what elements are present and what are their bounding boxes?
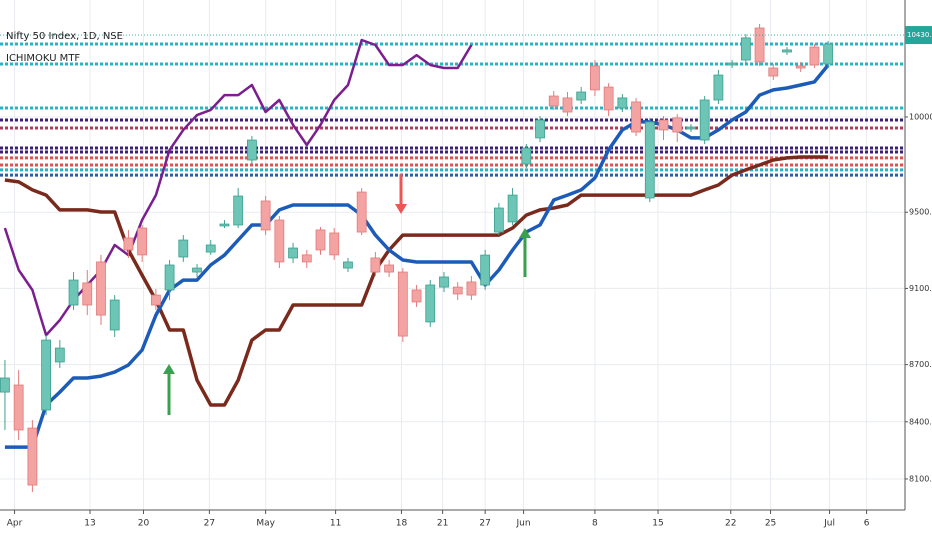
candle-body — [521, 147, 532, 165]
candle-body — [411, 289, 422, 303]
candle-body — [233, 195, 244, 226]
x-tick-label: 20 — [138, 519, 150, 529]
candle-body — [329, 232, 340, 256]
candle-body — [123, 237, 134, 251]
indicator-name: ICHIMOKU MTF — [6, 53, 80, 64]
candle-body — [274, 219, 285, 263]
candle-body — [370, 257, 381, 273]
x-tick-label: 22 — [725, 519, 736, 529]
candle-body — [507, 194, 518, 223]
candle-body — [617, 97, 628, 109]
candle-body — [54, 347, 65, 363]
candle-body — [795, 65, 806, 69]
indicator-line — [4, 63, 830, 449]
candle-body — [740, 37, 751, 61]
candle-body — [562, 97, 573, 113]
last-price-label: 10430.05 — [907, 31, 932, 39]
candle-body — [82, 282, 93, 306]
candle-body — [466, 281, 477, 296]
y-tick-label: 8700.00 — [909, 360, 932, 369]
last-price-badge — [905, 26, 932, 45]
candle-body — [425, 284, 436, 323]
y-tick-label: 9500.00 — [909, 208, 932, 217]
x-tick-label: 18 — [396, 519, 408, 529]
candle-body — [713, 74, 724, 101]
candles — [0, 24, 834, 493]
candle-body — [576, 91, 587, 101]
candle-body — [192, 267, 202, 273]
candle-body — [727, 62, 738, 66]
candle-body — [68, 279, 79, 306]
candle-body — [823, 43, 834, 65]
grid — [0, 0, 905, 510]
candle-body — [768, 67, 779, 77]
candle-body — [137, 227, 148, 256]
candle-body — [699, 99, 710, 141]
candle-body — [150, 294, 161, 306]
candle-body — [247, 139, 257, 161]
x-tick-label: Jul — [823, 519, 835, 529]
candle-body — [686, 126, 696, 130]
x-tick-label: 13 — [84, 519, 95, 529]
x-tick-label: Jun — [516, 519, 531, 529]
candle-body — [178, 239, 189, 258]
candle-body — [13, 384, 24, 431]
candle-body — [782, 49, 792, 53]
y-tick-label: 8100.00 — [909, 474, 932, 483]
x-tick-label: May — [256, 519, 275, 529]
y-tick-label: 8400.00 — [909, 417, 932, 426]
x-tick-label: 11 — [330, 519, 341, 529]
candle-body — [658, 119, 669, 131]
candle-body — [672, 117, 683, 133]
signal-arrows — [163, 174, 531, 415]
candle-body — [315, 229, 326, 251]
candle-body — [301, 254, 312, 263]
candle-body — [288, 247, 298, 259]
candle-body — [452, 286, 463, 295]
y-tick-label: 10000.00 — [909, 112, 932, 121]
candle-body — [631, 101, 641, 133]
x-tick-label: 6 — [864, 519, 870, 529]
x-tick-label: 8 — [592, 519, 598, 529]
candle-body — [480, 254, 491, 286]
candle-body — [41, 339, 52, 411]
candle-body — [0, 377, 10, 393]
sell-arrow-head — [395, 204, 407, 214]
candle-body — [109, 299, 120, 331]
candle-body — [590, 65, 600, 91]
candle-body — [644, 121, 655, 199]
chart-title: Nifty 50 Index, 1D, NSE — [6, 31, 123, 42]
indicator-line — [4, 155, 829, 407]
x-tick-label: 27 — [479, 519, 490, 529]
candle-body — [809, 46, 820, 66]
candle-body — [27, 427, 38, 486]
buy-arrow-head — [163, 364, 175, 374]
buy-arrow-head — [519, 228, 531, 238]
x-tick-label: 25 — [765, 519, 776, 529]
candle-body — [96, 261, 106, 316]
x-tick-label: 15 — [652, 519, 663, 529]
x-tick-label: 27 — [204, 519, 215, 529]
candle-body — [260, 200, 271, 231]
candle-body — [397, 271, 408, 337]
levels — [0, 42, 905, 177]
x-tick-label: 21 — [437, 519, 448, 529]
candle-body — [205, 244, 216, 253]
candle-body — [219, 223, 230, 227]
candle-body — [343, 261, 353, 269]
candle-body — [384, 264, 395, 273]
y-tick-label: 9100.00 — [909, 284, 932, 293]
x-tick-label: Apr — [7, 519, 23, 529]
candle-body — [493, 207, 504, 233]
candle-body — [535, 119, 545, 139]
candle-body — [356, 191, 367, 233]
candle-body — [754, 27, 765, 63]
candle-body — [548, 95, 559, 107]
candle-body — [439, 276, 449, 288]
axes: 10000.00 9500.00 9100.00 8700.00 8400.00 8100… — [0, 26, 932, 529]
candle-body — [603, 86, 614, 111]
candle-body — [164, 264, 175, 291]
